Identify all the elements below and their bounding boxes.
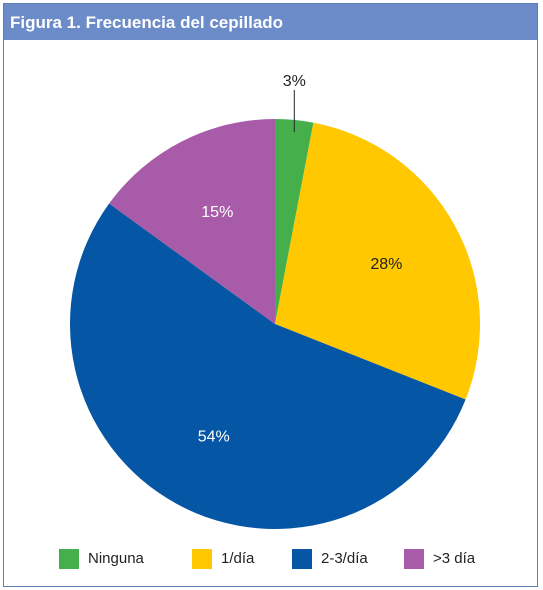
legend-swatch [404,549,424,569]
legend-swatch [292,549,312,569]
pie-slice-2-3-dia [70,203,466,529]
legend: Ninguna 1/día 2-3/día >3 día [4,546,537,576]
data-label-mas-3-dia: 15% [201,204,233,221]
legend-label: 2-3/día [321,550,368,567]
data-label-ninguna: 3% [283,73,306,90]
pie-chart: 3% 28% 54% 15% [70,73,481,529]
legend-swatch [59,549,79,569]
figure-label: Figura 1. [10,13,81,32]
legend-swatch [192,549,212,569]
pie-slice-1-dia [275,122,481,400]
figure-frame: Figura 1. Frecuencia del cepillado 3% 28%… [3,3,538,587]
pie-slice-mas-3-dia [109,119,275,324]
legend-label: 1/día [221,550,255,567]
pie-slice-ninguna [275,119,314,324]
legend-label: >3 día [433,550,476,567]
pie-labels: 3% 28% 54% 15% [198,73,403,445]
legend-label: Ninguna [88,550,144,567]
pie-slices [70,119,481,529]
figure-title: Frecuencia del cepillado [80,13,284,32]
data-label-1-dia: 28% [370,256,402,273]
data-label-2-3-dia: 54% [198,428,230,445]
figure-header: Figura 1. Frecuencia del cepillado [4,4,537,40]
